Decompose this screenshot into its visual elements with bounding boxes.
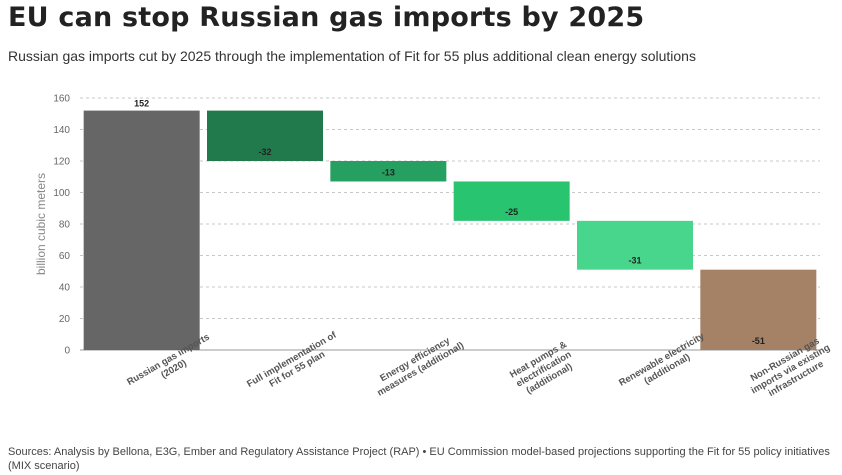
x-category-label: Full implementation ofFit for 55 plan xyxy=(245,329,344,399)
bar-value-label: 152 xyxy=(134,99,149,109)
waterfall-chart: 0 20 40 60 80 100 120 140 160 billion cubic mete… xyxy=(34,94,832,400)
y-tick-label: 80 xyxy=(59,220,71,231)
waterfall-bar xyxy=(207,110,323,161)
y-tick-label: 140 xyxy=(53,125,70,136)
x-category-label: Energy efficiencymeasures (additional) xyxy=(370,331,466,399)
bar-value-label: -13 xyxy=(382,167,395,177)
y-axis-ticks: 0 20 40 60 80 100 120 140 160 xyxy=(53,94,70,357)
x-category-label: Heat pumps &electrification(additional) xyxy=(508,339,580,400)
bar-value-label: -31 xyxy=(628,256,641,266)
waterfall-bar xyxy=(83,110,200,350)
bars xyxy=(83,110,817,350)
chart-title: EU can stop Russian gas imports by 2025 xyxy=(8,2,645,33)
y-tick-label: 160 xyxy=(53,94,70,105)
x-category-label: Renewable electricity(additional) xyxy=(617,331,712,399)
y-tick-label: 0 xyxy=(64,346,70,357)
gridlines xyxy=(80,97,820,351)
y-tick-label: 100 xyxy=(53,188,70,199)
y-tick-label: 60 xyxy=(59,251,71,262)
y-tick-label: 20 xyxy=(59,314,71,325)
y-axis-label: billion cubic meters xyxy=(34,173,48,275)
waterfall-bar xyxy=(330,161,447,182)
y-tick-label: 40 xyxy=(59,283,71,294)
y-tick-label: 120 xyxy=(53,157,70,168)
waterfall-bar xyxy=(577,220,693,270)
bar-value-label: -25 xyxy=(505,207,518,217)
waterfall-bar xyxy=(700,269,817,350)
source-note: Sources: Analysis by Bellona, E3G, Ember… xyxy=(8,446,830,472)
bar-value-label: -51 xyxy=(752,336,765,346)
value-labels: 152 -32 -13 -25 -31 -51 xyxy=(134,99,765,346)
bar-value-label: -32 xyxy=(258,147,271,157)
chart-subtitle: Russian gas imports cut by 2025 through … xyxy=(8,48,696,64)
waterfall-bar xyxy=(453,181,570,221)
